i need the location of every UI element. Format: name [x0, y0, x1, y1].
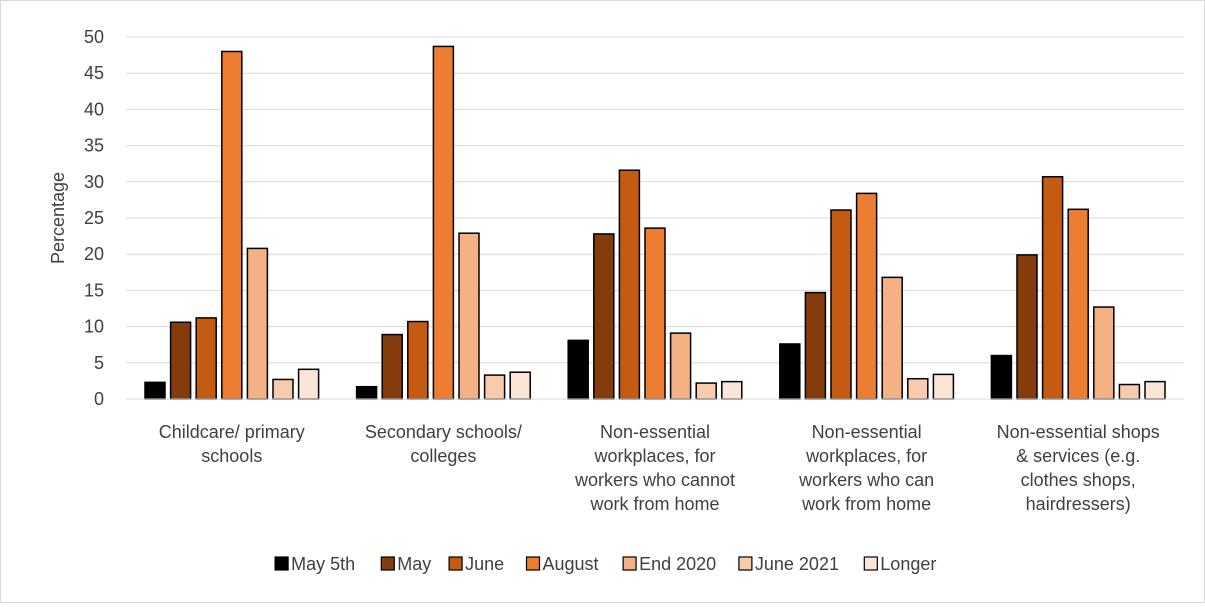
x-tick-label: clothes shops,	[1021, 470, 1136, 490]
legend-swatch	[380, 556, 395, 571]
legend-label: June	[465, 554, 504, 574]
legend-label: May	[397, 554, 431, 574]
legend-label: June 2021	[755, 554, 839, 574]
y-tick-label: 50	[84, 27, 104, 47]
bar	[1144, 380, 1166, 400]
legend: May 5th May June August End 2020 June 2021 Lon…	[274, 554, 936, 574]
bar	[381, 333, 403, 400]
bar	[907, 377, 929, 400]
y-tick-label: 35	[84, 136, 104, 156]
bar	[618, 169, 641, 400]
x-axis-labels: Childcare/ primary schools Secondary schoo…	[159, 422, 1160, 514]
bar	[407, 320, 429, 400]
bar	[195, 317, 217, 400]
bar	[855, 192, 878, 400]
bar	[483, 374, 506, 400]
x-tick-label: workplaces, for	[593, 446, 715, 466]
bar	[593, 233, 615, 400]
y-tick-label: 5	[94, 353, 104, 373]
bar	[272, 378, 294, 400]
y-tick-label: 45	[84, 63, 104, 83]
bar	[355, 385, 378, 400]
legend-label: August	[543, 554, 599, 574]
legend-swatch	[863, 556, 878, 571]
x-tick-label: Secondary schools/	[365, 422, 522, 442]
legend-swatch	[738, 556, 753, 571]
legend-swatch	[274, 556, 289, 571]
y-tick-label: 30	[84, 172, 104, 192]
y-tick-label: 15	[84, 280, 104, 300]
x-tick-label: workers who can	[798, 470, 934, 490]
y-tick-label: 20	[84, 244, 104, 264]
bar	[1093, 306, 1115, 400]
legend-label: End 2020	[639, 554, 716, 574]
bar	[509, 371, 531, 400]
bar	[830, 209, 852, 400]
bars	[144, 45, 1166, 400]
x-tick-label: Non-essential	[600, 422, 710, 442]
legend-swatch	[622, 556, 637, 571]
bar	[144, 381, 166, 400]
x-tick-label: work from home	[589, 494, 719, 514]
bar	[804, 291, 827, 400]
x-tick-label: workplaces, for	[805, 446, 927, 466]
bar	[779, 343, 801, 400]
y-tick-label: 40	[84, 99, 104, 119]
x-tick-label: Childcare/ primary	[159, 422, 305, 442]
bar	[567, 339, 589, 400]
legend-label: May 5th	[291, 554, 355, 574]
x-tick-label: & services (e.g.	[1016, 446, 1140, 466]
bar	[644, 227, 666, 400]
x-tick-label: Non-essential shops	[997, 422, 1160, 442]
bar	[721, 380, 743, 400]
bar	[881, 276, 903, 400]
x-tick-label: hairdressers)	[1026, 494, 1131, 514]
gridlines	[126, 36, 1184, 364]
legend-label: Longer	[880, 554, 936, 574]
legend-swatch	[448, 556, 463, 571]
bar	[695, 382, 717, 400]
bar	[990, 354, 1013, 400]
bar	[1118, 383, 1141, 400]
bar	[246, 247, 269, 400]
bar	[297, 368, 320, 400]
bar	[669, 332, 692, 400]
y-axis-title: Percentage	[48, 172, 68, 264]
bar	[1041, 175, 1064, 400]
bar	[932, 373, 955, 400]
y-tick-label: 25	[84, 208, 104, 228]
x-tick-label: work from home	[801, 494, 931, 514]
bar	[432, 45, 455, 400]
y-axis-ticks: 0 5 10 15 20 25 30 35 40 45 50	[84, 27, 104, 409]
bar	[221, 50, 243, 400]
y-tick-label: 0	[94, 389, 104, 409]
x-tick-label: schools	[201, 446, 262, 466]
legend-swatch	[525, 556, 541, 571]
x-tick-label: Non-essential	[812, 422, 922, 442]
x-tick-label: colleges	[410, 446, 476, 466]
y-tick-label: 10	[84, 317, 104, 337]
bar	[1016, 254, 1038, 400]
bar	[169, 321, 192, 400]
bar	[1067, 208, 1089, 400]
bar	[458, 232, 480, 400]
x-tick-label: workers who cannot	[574, 470, 735, 490]
